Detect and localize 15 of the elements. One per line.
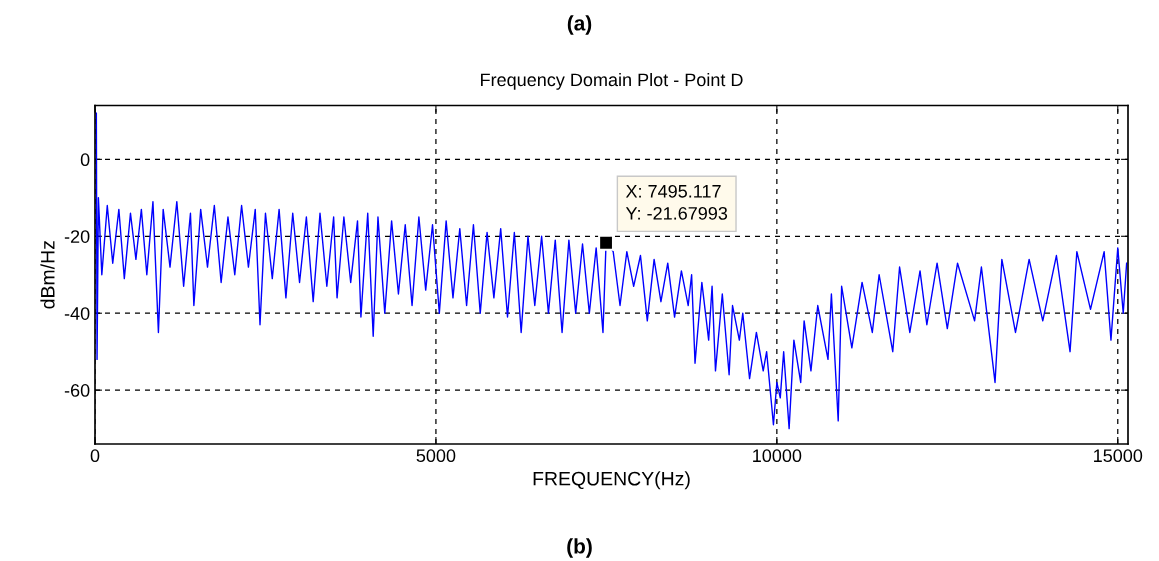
y-tick-label: 0 <box>80 153 90 167</box>
x-axis-title: FREQUENCY(Hz) <box>533 471 690 490</box>
text: (a) <box>567 15 592 35</box>
annotation: X: 7495.117 Y: -21.67993 <box>625 184 728 220</box>
x-tick-label: 10000 <box>753 449 802 463</box>
y-axis-title: dBm/Hz <box>40 241 55 309</box>
x-tick-label: 5000 <box>416 449 456 463</box>
x-tick-label: 15000 <box>1094 449 1143 463</box>
y-tick-label: -60 <box>64 384 90 397</box>
text: (b) <box>567 538 592 558</box>
line-series <box>95 112 1128 430</box>
y-tick-label: -40 <box>64 307 90 320</box>
x-tick-label: 0 <box>90 449 100 463</box>
y-tick-label: -20 <box>64 230 90 243</box>
chart-title: Frequency Domain Plot - Point D <box>481 72 743 90</box>
